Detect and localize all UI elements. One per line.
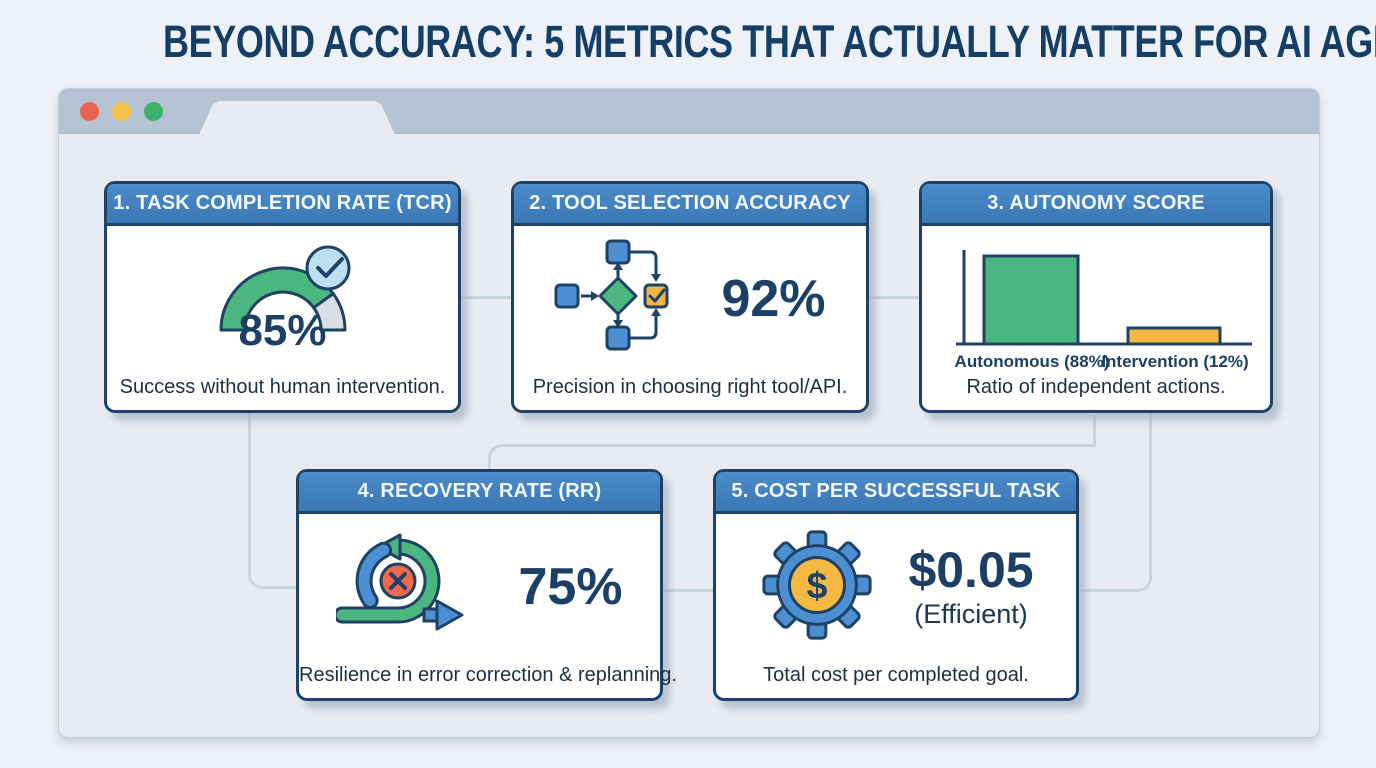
flowchart-icon [554,239,689,359]
card-body: 75% Resilience in error correction & rep… [299,514,677,698]
card-header: 4. RECOVERY RATE (RR) [299,472,660,514]
connector-card1-card2 [461,296,513,299]
card-body: 92% Precision in choosing right tool/API… [514,226,866,410]
page-title: BEYOND ACCURACY: 5 METRICS THAT ACTUALLY… [0,16,1376,68]
card-body: 85% Success without human intervention. [107,226,458,410]
metric-caption: Ratio of independent actions. [966,376,1226,398]
gear-dollar-icon: $ [758,526,876,649]
card-header: 5. COST PER SUCCESSFUL TASK [716,472,1076,514]
metric-value: 92% [721,270,826,328]
bar-label-autonomous: Autonomous (88%) [954,352,1110,371]
page-title-text: BEYOND ACCURACY: 5 METRICS THAT ACTUALLY… [163,16,1376,67]
bar-label-intervention: Intervention (12%) [1101,352,1249,371]
metric-caption: Success without human intervention. [119,376,446,398]
browser-titlebar [59,89,1319,135]
connector-card3-card5 [1081,413,1152,592]
metric-value-note: (Efficient) [914,598,1028,629]
connector-card4-card3-stub [1093,415,1096,447]
minimize-window-icon [112,102,131,121]
bar-intervention [1126,326,1222,346]
metric-card-recovery-rate: 4. RECOVERY RATE (RR) [296,469,677,701]
browser-window: 1. TASK COMPLETION RATE (TCR) 85% Succes… [58,88,1320,738]
metric-caption: Resilience in error correction & replann… [299,664,677,686]
metric-value: 75% [518,558,623,616]
metric-value: 85% [238,306,327,355]
metric-card-cost-per-task: 5. COST PER SUCCESSFUL TASK [713,469,1079,701]
card-header: 1. TASK COMPLETION RATE (TCR) [107,184,458,226]
browser-tab [199,101,395,135]
connector-card4-card3 [488,444,1096,471]
maximize-window-icon [144,102,163,121]
metric-card-task-completion-rate: 1. TASK COMPLETION RATE (TCR) 85% Succes… [104,181,461,413]
gauge-checkmark-icon [193,234,373,351]
card-header: 2. TOOL SELECTION ACCURACY [514,184,866,226]
card-header: 3. AUTONOMY SCORE [922,184,1270,226]
metric-caption: Precision in choosing right tool/API. [532,376,848,398]
bar-chart-icon [956,250,1252,346]
dollar-sign-glyph: $ [807,563,828,605]
metric-card-autonomy-score: 3. AUTONOMY SCORE Autonomous (88%) Inter… [919,181,1273,413]
recovery-loop-icon [333,525,486,650]
metric-caption: Total cost per completed goal. [763,664,1029,686]
connector-card1-card4 [248,413,298,589]
close-window-icon [80,102,99,121]
metric-value: $0.05 [908,542,1034,599]
connector-card4-card5 [663,589,715,592]
metric-card-tool-selection-accuracy: 2. TOOL SELECTION ACCURACY [511,181,869,413]
connector-card2-card3 [867,296,921,299]
card-body: Autonomous (88%) Intervention (12%) Rati… [922,226,1270,410]
bar-autonomous [982,254,1080,346]
card-body: $ $0.05 (Efficient) Total cost per compl… [716,514,1076,698]
